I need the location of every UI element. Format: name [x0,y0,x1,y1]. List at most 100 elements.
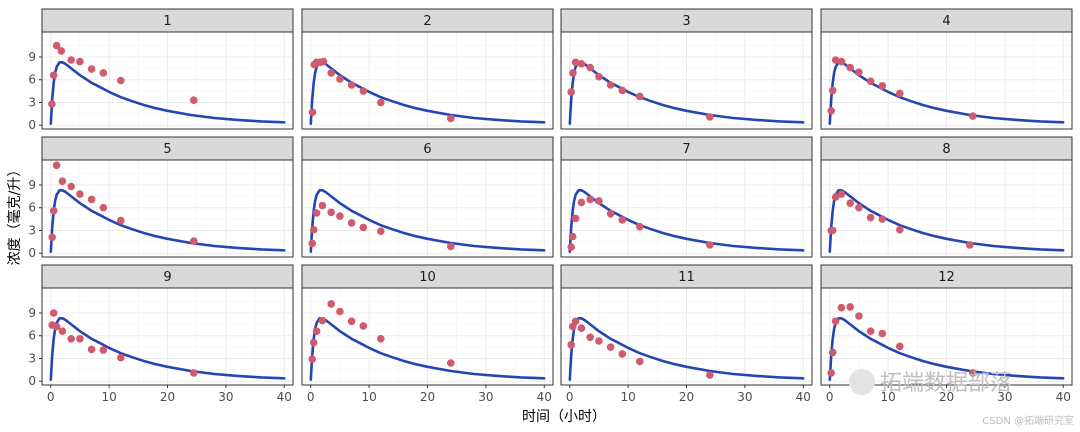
data-point [319,57,328,66]
x-tick-label: 40 [537,390,552,404]
data-point [99,203,108,212]
data-point [87,195,96,204]
data-point [837,303,846,312]
y-axis-title: 浓度（毫克/升） [6,163,23,266]
y-tick-label: 0 [28,118,36,132]
data-point [190,96,198,104]
data-point [336,307,344,316]
data-point [831,317,840,326]
y-tick-label: 0 [28,246,36,260]
y-tick-label: 3 [28,95,36,109]
data-point [595,72,603,81]
panel-border [560,31,813,130]
data-point [312,209,321,217]
facet-panel-9: 9 0 3 6 9 0 10 20 30 40 [28,264,294,404]
data-point [866,327,875,336]
data-point [347,219,356,227]
data-point [52,161,61,170]
facet-panel-11: 11 0 10 20 30 40 [560,264,813,404]
data-point [866,77,875,86]
data-point [595,337,603,345]
data-point [618,350,627,358]
data-point [586,195,594,204]
x-axis-title: 时间（小时） [522,409,606,425]
data-point [99,346,108,354]
fitted-curve [309,317,546,381]
data-point [76,335,84,343]
data-point [577,60,586,68]
data-point [618,86,627,95]
facet-panel-7: 7 [560,136,813,258]
y-tick-label: 9 [28,178,36,192]
data-point [878,215,887,223]
data-point [636,92,644,101]
y-tick-label: 9 [28,50,36,64]
data-point [308,355,317,364]
y-tick-label: 3 [28,223,36,237]
data-point [87,65,96,73]
data-point [571,58,580,67]
data-point [896,89,904,98]
y-tick-label: 6 [28,201,36,215]
data-point [318,316,327,325]
facet-panel-2: 2 [301,8,554,130]
data-point [846,303,854,311]
fitted-curve [49,61,286,125]
data-point [636,357,644,366]
facet-panel-3: 3 [560,8,813,130]
data-point [99,69,108,77]
data-point [866,213,875,222]
data-point [327,300,336,308]
data-point [117,76,125,85]
data-point [969,112,977,120]
data-point [347,81,356,89]
facet-strip-label: 2 [423,14,431,29]
facet-panel-1: 1 0 3 6 9 [28,8,294,132]
data-point [67,182,75,191]
data-point [49,309,58,317]
panel-border [820,31,1073,130]
x-tick-label: 30 [478,390,493,404]
data-point [76,190,84,198]
x-tick-label: 0 [566,390,574,404]
x-tick-label: 0 [307,390,315,404]
data-point [327,208,336,217]
data-point [190,369,198,377]
data-point [828,348,837,357]
data-point [636,222,644,231]
x-tick-label: 40 [796,390,811,404]
data-point [567,341,575,349]
data-point [347,317,356,326]
data-point [67,56,75,64]
watermark-credit: CSDN @拓端研究室 [982,414,1074,427]
facet-strip-label: 7 [682,142,690,157]
data-point [878,329,887,338]
y-tick-label: 9 [28,306,36,320]
data-point [87,345,96,354]
data-point [846,199,854,207]
data-point [855,203,863,212]
facet-panel-5: 5 0 3 6 9 [28,136,294,260]
data-point [447,359,455,367]
data-point [837,190,846,198]
facet-panel-12: 12 0 10 20 30 40 [820,264,1073,404]
data-point [309,225,318,234]
x-tick-label: 10 [101,390,116,404]
data-point [318,201,327,210]
x-tick-label: 10 [361,390,376,404]
x-tick-label: 20 [420,390,435,404]
facet-panel-10: 10 0 10 20 30 40 [301,264,554,404]
data-point [48,233,56,242]
data-point [48,100,56,108]
x-tick-label: 10 [880,390,895,404]
data-point [312,327,321,336]
data-point [308,108,317,117]
data-point [618,216,627,224]
data-point [706,113,714,121]
data-point [577,198,586,207]
facet-panel-4: 4 [820,8,1073,130]
data-point [117,216,125,225]
x-tick-label: 20 [160,390,175,404]
data-point [377,98,385,107]
